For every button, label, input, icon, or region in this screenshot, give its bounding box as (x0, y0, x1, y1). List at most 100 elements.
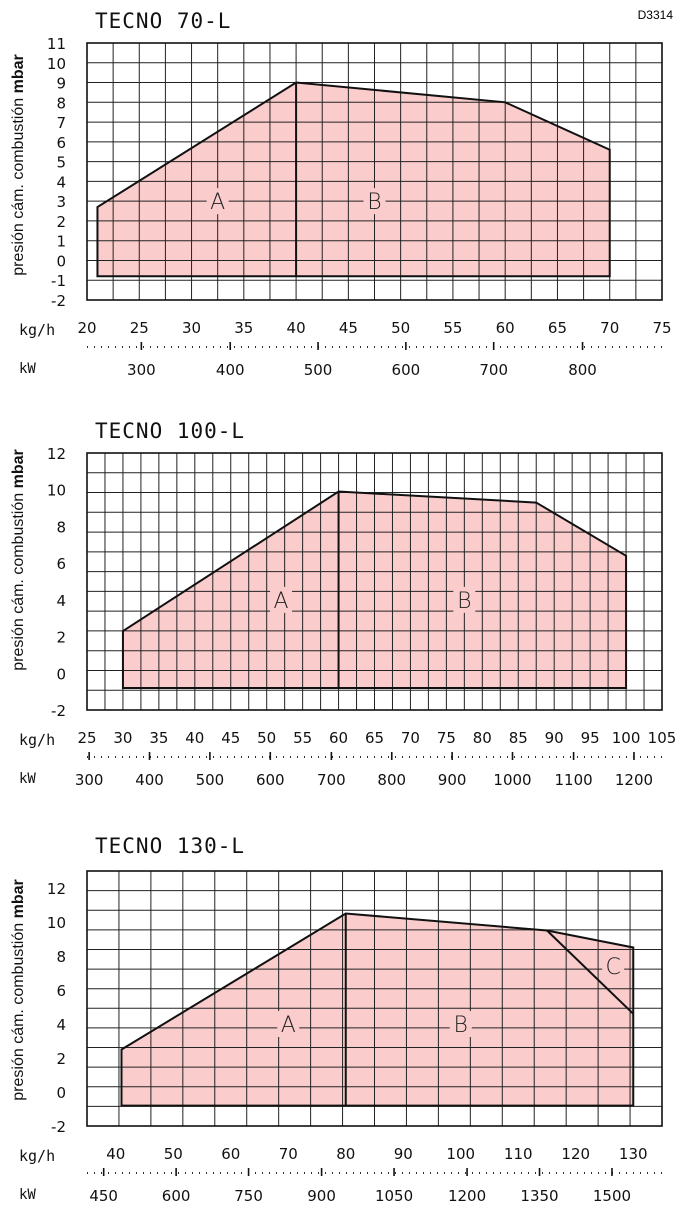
x-tick-label: 25 (130, 319, 149, 337)
y-tick-label: 9 (56, 75, 66, 93)
y-axis-label-text: presión cám. combustión (10, 918, 27, 1100)
region-label-bg (270, 586, 293, 613)
y-tick-label: 8 (56, 94, 66, 112)
x-tick-label: 90 (394, 1145, 413, 1163)
x2-tick-label: 300 (127, 361, 156, 379)
x2-tick-label: 1350 (520, 1187, 558, 1205)
x2-tick-label: 800 (377, 771, 406, 789)
region-label-bg (453, 586, 476, 613)
x-tick-label: 55 (443, 319, 462, 337)
x2-tick-label: 1200 (448, 1187, 486, 1205)
region-label-B: B (367, 190, 381, 215)
y-axis-label-unit: mbar (10, 879, 27, 918)
x-tick-label: 20 (77, 319, 96, 337)
y-axis-label: presión cám. combustión mbar (10, 54, 27, 275)
x-tick-label: 30 (113, 729, 132, 747)
x2-tick-label: 500 (304, 361, 333, 379)
x-tick-label: 35 (234, 319, 253, 337)
x-tick-label: 100 (446, 1145, 475, 1163)
region-label-bg (449, 1011, 472, 1037)
y-tick-label: 1 (56, 233, 66, 251)
x2-tick-label: 500 (196, 771, 225, 789)
x2-axis-unit-label: kW (19, 361, 36, 377)
y-axis-label-unit: mbar (10, 54, 27, 93)
y-tick-label: 6 (56, 134, 66, 152)
y-tick-label: 0 (56, 1084, 66, 1102)
y-tick-label: 12 (47, 445, 66, 463)
x-tick-label: 30 (182, 319, 201, 337)
x-tick-label: 50 (164, 1145, 183, 1163)
y-tick-label: 4 (56, 1016, 66, 1034)
y-tick-label: -2 (51, 292, 66, 310)
y-tick-label: 12 (47, 880, 66, 898)
x-tick-label: 95 (581, 729, 600, 747)
x-tick-label: 60 (329, 729, 348, 747)
y-tick-label: 10 (47, 914, 66, 932)
y-tick-label: -1 (51, 272, 66, 290)
x2-tick-label: 700 (317, 771, 346, 789)
y-tick-label: 3 (56, 193, 66, 211)
x-axis-unit-label: kg/h (19, 1147, 55, 1165)
x2-tick-label: 900 (438, 771, 467, 789)
x-tick-label: 70 (279, 1145, 298, 1163)
x2-tick-label: 400 (135, 771, 164, 789)
plot-frame (86, 452, 663, 711)
x2-tick-label: 1050 (375, 1187, 413, 1205)
region-label-B: B (457, 589, 471, 614)
x2-tick-label: 1200 (615, 771, 653, 789)
x2-tick-label: 800 (568, 361, 597, 379)
y-tick-label: 8 (56, 518, 66, 536)
x2-tick-label: 600 (392, 361, 421, 379)
y-tick-label: 4 (56, 592, 66, 610)
region-label-A: A (210, 190, 225, 215)
x-tick-label: 110 (504, 1145, 533, 1163)
x2-tick-label: 900 (307, 1187, 336, 1205)
x-tick-label: 50 (391, 319, 410, 337)
x-tick-label: 70 (600, 319, 619, 337)
working-area-fill (97, 82, 610, 277)
x2-axis-unit-label: kW (19, 771, 36, 787)
x-tick-label: 130 (619, 1145, 648, 1163)
x-tick-label: 65 (365, 729, 384, 747)
x2-tick-label: 600 (162, 1187, 191, 1205)
x-tick-label: 40 (185, 729, 204, 747)
x-tick-label: 105 (648, 729, 677, 747)
y-tick-label: 10 (47, 55, 66, 73)
figure-code: D3314 (637, 8, 673, 22)
region-label-C: C (605, 955, 620, 980)
working-area-outline (121, 490, 628, 689)
y-axis-label-text: presión cám. combustión (10, 93, 27, 275)
y-tick-label: 8 (56, 948, 66, 966)
y-tick-label: 6 (56, 555, 66, 573)
x2-axis-unit-label: kW (19, 1187, 36, 1203)
x2-tick-label: 400 (216, 361, 245, 379)
x-axis-unit-label: kg/h (19, 321, 55, 339)
region-label-bg (206, 188, 229, 215)
x-tick-label: 50 (257, 729, 276, 747)
y-tick-label: 2 (56, 1050, 66, 1068)
x2-tick-label: 600 (256, 771, 285, 789)
x-tick-label: 120 (561, 1145, 590, 1163)
x-tick-label: 70 (401, 729, 420, 747)
region-label-A: A (274, 589, 289, 614)
y-tick-label: 2 (56, 213, 66, 231)
chart-title: TECNO 70-L (95, 9, 231, 33)
chart-title: TECNO 130-L (95, 834, 245, 858)
working-area-fill (121, 913, 634, 1106)
x-tick-label: 75 (437, 729, 456, 747)
x-tick-label: 45 (339, 319, 358, 337)
y-tick-label: 7 (56, 114, 66, 132)
x-tick-label: 40 (106, 1145, 125, 1163)
y-tick-label: 5 (56, 154, 66, 172)
y-tick-label: 2 (56, 629, 66, 647)
x-tick-label: 60 (221, 1145, 240, 1163)
region-label-bg (363, 188, 386, 215)
x2-tick-label: 450 (89, 1187, 118, 1205)
x-tick-label: 85 (509, 729, 528, 747)
x-tick-label: 65 (548, 319, 567, 337)
x-tick-label: 60 (496, 319, 515, 337)
x-tick-label: 100 (612, 729, 641, 747)
x-tick-label: 80 (473, 729, 492, 747)
y-tick-label: 0 (56, 665, 66, 683)
x2-tick-label: 300 (75, 771, 104, 789)
